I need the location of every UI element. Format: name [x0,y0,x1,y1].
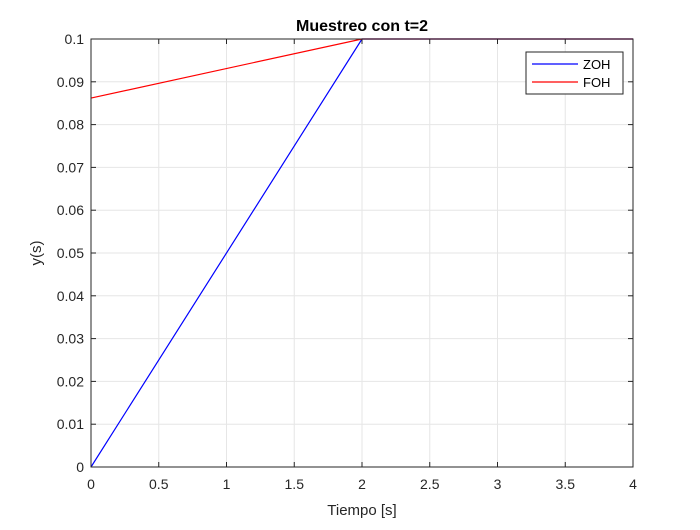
y-tick-label: 0.02 [57,373,84,389]
y-tick-label: 0.03 [57,331,84,347]
y-axis-label: y(s) [28,241,45,266]
x-tick-label: 0.5 [149,476,169,492]
x-tick-label: 0 [87,476,95,492]
y-tick-label: 0.01 [57,416,84,432]
y-tick-label: 0 [76,459,84,475]
x-tick-label: 2 [358,476,366,492]
x-axis-label: Tiempo [s] [327,502,396,519]
y-tick-label: 0.1 [65,31,85,47]
x-tick-label: 1 [223,476,231,492]
y-tick-label: 0.05 [57,245,84,261]
legend: ZOH FOH [525,51,624,95]
y-tick-label: 0.06 [57,202,84,218]
legend-label-zoh: ZOH [583,57,610,72]
legend-box [525,51,624,95]
grid [91,39,633,467]
x-tick-label: 3 [494,476,502,492]
y-tick-label: 0.08 [57,117,84,133]
x-tick-label: 1.5 [285,476,305,492]
x-tick-label: 2.5 [420,476,440,492]
y-tick-label: 0.07 [57,159,84,175]
chart-title: Muestreo con t=2 [296,18,428,35]
y-tick-label: 0.09 [57,74,84,90]
x-tick-label: 4 [629,476,637,492]
x-tick-label: 3.5 [556,476,576,492]
y-tick-label: 0.04 [57,288,84,304]
ticks: 0 0.5 1 1.5 2 2.5 3 3.5 4 0 0.01 0.02 0.03 0.04 0.05 0.… [57,31,637,492]
legend-label-foh: FOH [583,75,610,90]
